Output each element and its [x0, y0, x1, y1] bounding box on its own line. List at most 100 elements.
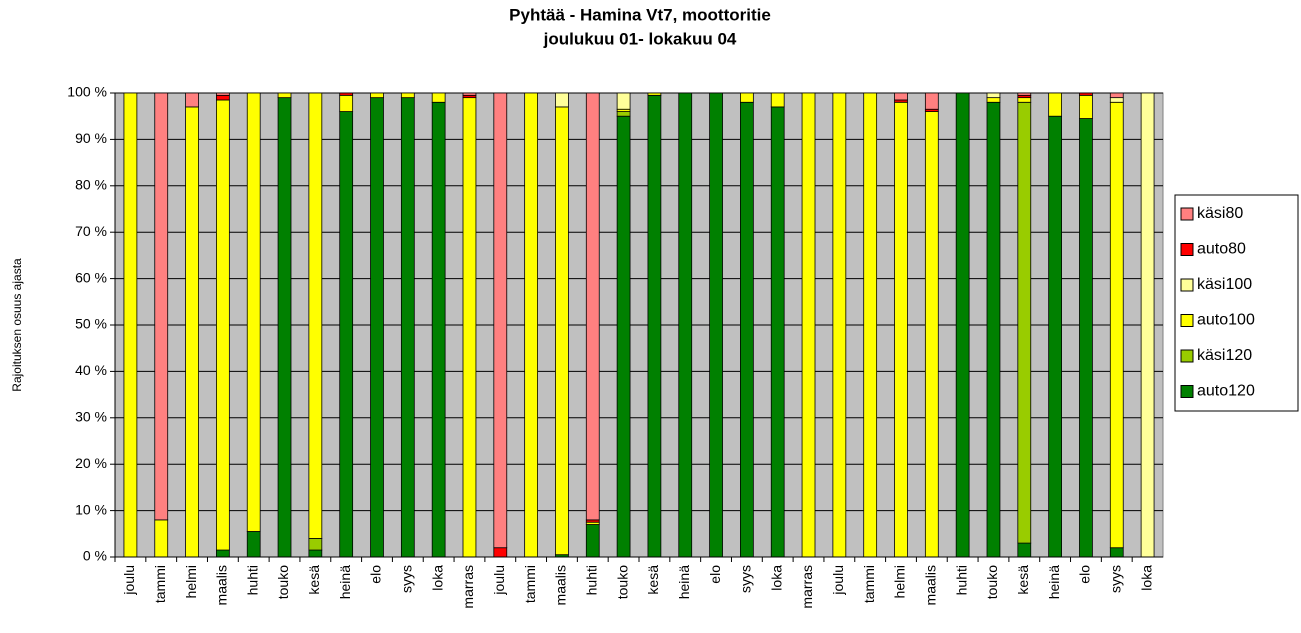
chart-subtitle: joulukuu 01- lokakuu 04 [543, 29, 737, 48]
legend-swatch [1180, 278, 1194, 292]
bar-segment [647, 92, 662, 96]
x-tick-label: helmi [183, 565, 199, 598]
bar-segment [1079, 118, 1093, 558]
x-tick-label: helmi [892, 565, 908, 598]
legend-label: käsi80 [1197, 205, 1243, 222]
y-tick-label: 10 % [75, 501, 107, 517]
bar-segment [1017, 92, 1032, 96]
bar-segment [154, 92, 169, 521]
bar-segment [462, 92, 477, 96]
legend-swatch [1180, 207, 1194, 221]
bar-segment [986, 101, 1001, 558]
x-tick-label: kesä [306, 565, 322, 595]
bar-segment [216, 92, 230, 96]
bar-segment [216, 94, 230, 101]
x-tick-label: loka [1138, 565, 1154, 591]
legend-label: käsi120 [1197, 347, 1252, 364]
legend-label: auto120 [1197, 383, 1255, 400]
legend-swatch [1180, 243, 1194, 256]
bar-segment [1048, 92, 1062, 117]
legend-swatch [1180, 314, 1194, 327]
y-tick-label: 40 % [75, 362, 107, 378]
y-tick-label: 80 % [75, 177, 107, 193]
legend-label: auto100 [1197, 312, 1255, 329]
bar-segment [1079, 92, 1093, 96]
x-tick-label: huhti [244, 565, 260, 595]
bar-segment [616, 92, 631, 110]
bar-segment [1017, 101, 1032, 544]
x-tick-label: maalis [553, 565, 569, 605]
bar-segment [524, 92, 538, 558]
bar-segment [1079, 94, 1093, 119]
bar-segment [400, 97, 415, 558]
x-tick-label: joulu [121, 565, 137, 596]
x-tick-label: touko [275, 565, 291, 599]
bar-segment [894, 92, 908, 101]
bar-segment [431, 101, 446, 558]
bar-segment [986, 97, 1001, 103]
y-tick-label: 100 % [67, 84, 107, 100]
bar-segment [339, 92, 354, 96]
x-tick-label: maalis [214, 565, 230, 605]
legend-label: auto80 [1197, 241, 1246, 258]
bar-segment [585, 524, 600, 558]
bar-segment [894, 101, 908, 558]
x-tick-label: kesä [645, 565, 661, 595]
bar-segment [277, 92, 292, 99]
bar-segment [1048, 115, 1062, 558]
chart-title: Pyhtää - Hamina Vt7, moottoritie [509, 5, 771, 24]
bar-segment [740, 92, 754, 103]
x-tick-label: syys [738, 565, 754, 593]
bar-segment [246, 92, 261, 532]
bar-segment [308, 538, 323, 551]
legend-box [1174, 194, 1299, 412]
bar-segment [185, 106, 199, 558]
bar-segment [740, 101, 754, 558]
bar-segment [308, 92, 323, 539]
legend-swatch [1180, 349, 1194, 363]
x-tick-label: tammi [152, 565, 168, 603]
x-tick-label: heinä [1046, 565, 1062, 599]
bar-segment [986, 92, 1001, 99]
x-tick-label: tammi [861, 565, 877, 603]
y-tick-label: 0 % [83, 548, 107, 564]
x-tick-label: loka [768, 565, 784, 591]
x-tick-label: heinä [337, 565, 353, 599]
bar-segment [1109, 101, 1124, 549]
bar-segment [1109, 92, 1124, 99]
bar-segment [123, 92, 138, 558]
bar-segment [1109, 547, 1124, 558]
bar-segment [678, 92, 693, 558]
bar-segment [431, 92, 446, 103]
bar-segment [770, 106, 785, 558]
bar-segment [400, 92, 415, 99]
bar-segment [1017, 97, 1032, 103]
x-tick-label: huhti [953, 565, 969, 595]
bar-segment [955, 92, 970, 558]
x-tick-label: joulu [830, 565, 846, 596]
bar-segment [924, 111, 939, 558]
x-tick-label: syys [399, 565, 415, 593]
bar-segment [616, 115, 631, 558]
bar-segment [339, 94, 354, 112]
legend-swatch [1180, 385, 1194, 398]
y-tick-label: 20 % [75, 455, 107, 471]
bar-segment [493, 92, 508, 549]
x-tick-label: joulu [491, 565, 507, 596]
y-axis-label: Rajoituksen osuus ajasta [10, 258, 24, 392]
bar-segment [154, 519, 169, 558]
bar-segment [1017, 542, 1032, 558]
bar-segment [647, 94, 662, 558]
y-tick-label: 60 % [75, 269, 107, 285]
bar-segment [277, 97, 292, 558]
y-tick-label: 70 % [75, 223, 107, 239]
bar-segment [493, 547, 508, 558]
bar-segment [1109, 97, 1124, 103]
bar-segment [185, 92, 199, 108]
bar-segment [308, 549, 323, 558]
x-tick-label: marras [799, 565, 815, 609]
bar-segment [339, 111, 354, 558]
bar-segment [370, 97, 384, 558]
x-tick-label: maalis [923, 565, 939, 605]
